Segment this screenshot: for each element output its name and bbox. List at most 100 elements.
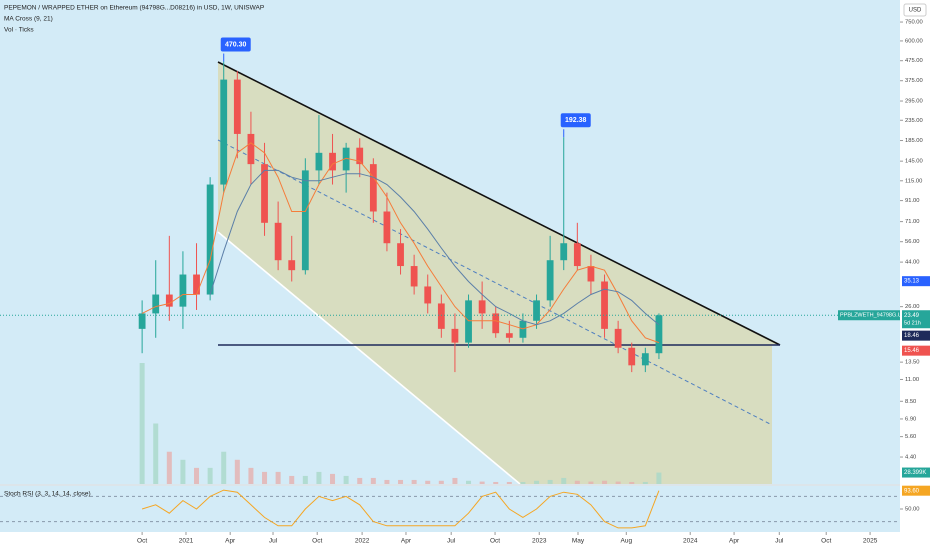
y-tick-label: 91.00 [905, 198, 920, 204]
channel-fill [218, 62, 780, 484]
candle-body [655, 315, 663, 354]
y-tick-label: 6.90 [905, 416, 916, 422]
volume-bar [547, 479, 553, 484]
volume-bar [629, 481, 635, 484]
data-layer: 470.30 192.38 [0, 37, 900, 529]
candle-body [383, 211, 391, 244]
volume-bar [574, 480, 580, 484]
x-tick-label: 2023 [532, 538, 547, 545]
volume-bar [194, 467, 200, 484]
candle-body [437, 303, 445, 329]
volume-bar [139, 363, 145, 484]
x-tick-label: Oct [137, 538, 147, 545]
y-tick-label: 56.00 [905, 239, 920, 245]
ma-slow-line [209, 169, 660, 326]
volume-bar [275, 471, 281, 484]
candle-body [138, 313, 146, 329]
y-tick-label: 5.60 [905, 434, 916, 440]
candle-body [424, 286, 432, 304]
x-tick-label: Aug [621, 538, 633, 545]
candle-body [601, 281, 608, 329]
volume-bar [656, 472, 662, 484]
candle-body [315, 152, 323, 171]
last-price: 23.49 [904, 313, 920, 319]
upper-trendline [217, 61, 781, 346]
volume-bar [615, 481, 621, 484]
candle-body [410, 266, 418, 287]
volume-bar [343, 475, 349, 484]
rsi-pane [0, 486, 900, 532]
x-tick-label: 2025 [863, 538, 878, 545]
symbol-box [838, 310, 900, 321]
candle-body [641, 353, 649, 366]
y-tick-label: 4.40 [905, 455, 916, 461]
candle-body [587, 266, 595, 282]
annotation-label: 470.30 [225, 41, 247, 48]
countdown: 5d 21h [904, 321, 921, 327]
ma-fast-line [141, 142, 660, 344]
x-tick-label: 2024 [683, 538, 698, 545]
y-tick-label: 750.00 [905, 20, 923, 26]
x-tick-label: Apr [401, 538, 412, 545]
annotation-box [560, 113, 591, 128]
y-tick-label: 26.00 [905, 304, 920, 310]
candle-body [247, 133, 255, 165]
volume-bar [357, 477, 363, 484]
volume-bar [302, 475, 308, 484]
y-tick-label: 8.50 [905, 399, 916, 405]
candle-body [301, 170, 309, 271]
price-badge-box [902, 330, 930, 341]
volume-bar [506, 481, 512, 484]
rsi-line [141, 489, 660, 529]
candle-body [152, 294, 160, 314]
y-tick-label: 295.00 [905, 99, 923, 105]
candle-body [179, 274, 187, 307]
volume-bar [398, 479, 404, 484]
candle-body [465, 300, 472, 343]
annotation-box [220, 37, 251, 52]
volume-bar [411, 479, 417, 484]
x-tick-label: Jul [269, 538, 278, 545]
volume-bar [166, 451, 172, 484]
candle-body [329, 152, 336, 171]
y-tick-label: 235.00 [905, 118, 923, 124]
x-tick-label: Apr [729, 538, 740, 545]
candle-body [492, 313, 500, 334]
symbol-label: PPBLZWETH_94798G.USD [840, 313, 909, 319]
volume-bar [493, 481, 499, 484]
volume-bar [588, 481, 594, 484]
candle-body [233, 79, 241, 134]
volume-bar [180, 459, 186, 484]
candle-body [451, 328, 459, 343]
x-tick-label: 2021 [179, 538, 194, 545]
candle-body [274, 222, 282, 261]
candle-body [261, 164, 268, 223]
candle-body [614, 328, 622, 348]
volume-bar [520, 481, 526, 484]
x-tick-label: Oct [821, 538, 831, 545]
indicator-label: Vol · Ticks [4, 27, 34, 34]
rsi-tick-label: 50.00 [905, 507, 920, 513]
currency-button[interactable] [903, 3, 927, 17]
volume-bar [262, 471, 268, 484]
candle-body [573, 243, 581, 267]
y-tick-label: 13.50 [905, 360, 920, 366]
volume-bar [561, 477, 567, 484]
price-badge-box [902, 276, 930, 287]
price-badge-box [902, 345, 930, 356]
candle-body [546, 260, 554, 301]
volume-bar [221, 451, 227, 484]
volume-bar [248, 467, 254, 484]
x-tick-label: Oct [490, 538, 500, 545]
y-tick-label: 375.00 [905, 78, 923, 84]
volume-bar [602, 480, 608, 484]
price-badge: 18.46 [904, 333, 920, 339]
volume-bar [534, 480, 540, 484]
candle-body [288, 260, 296, 271]
volume-bar [425, 480, 431, 484]
candle-body [369, 164, 377, 212]
y-tick-label: 115.00 [905, 178, 922, 184]
volume-bar [289, 475, 295, 484]
